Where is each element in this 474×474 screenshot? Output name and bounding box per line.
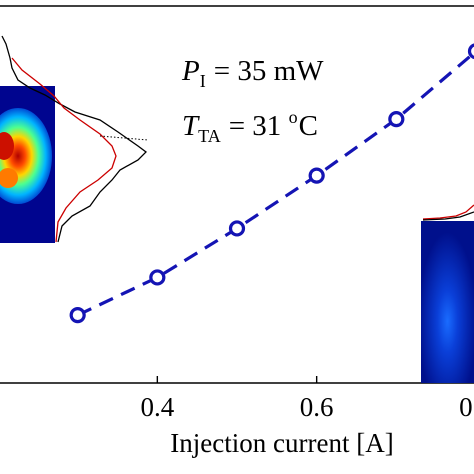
inset-profile-fit [11, 57, 117, 243]
temp-value-prefix: = 31 [229, 110, 289, 142]
inset-beam-profile-upper-left [0, 35, 149, 243]
power-value: = 35 mW [214, 55, 324, 87]
power-subscript: I [200, 71, 206, 91]
x-tick-label: 0.6 [300, 392, 334, 422]
data-point-marker [308, 167, 325, 184]
temp-subscript: TA [198, 126, 221, 146]
x-tick-label: 0.8 [459, 392, 474, 422]
inset-beam-profile-lower-right [421, 204, 474, 383]
annotation-temperature: TTA = 31 oC [182, 107, 318, 146]
data-point-marker [467, 43, 474, 60]
x-tick-label: 0.4 [140, 392, 174, 422]
inset-beam-hotspot [0, 168, 18, 188]
inset-profile-measured [422, 211, 474, 221]
temp-symbol: T [182, 110, 200, 142]
annotation-power: PI = 35 mW [181, 55, 324, 91]
x-tick-labels: 0.4 0.6 0.8 [140, 392, 474, 422]
data-point-marker [388, 110, 405, 128]
data-point-marker [228, 220, 246, 237]
inset-profile-dotted [99, 135, 149, 141]
data-point-marker [149, 269, 166, 286]
inset-profile-measured [1, 35, 147, 243]
inset-image-background [421, 221, 474, 383]
data-series [69, 43, 474, 324]
data-point-marker [69, 307, 86, 324]
inset-profile-fit [422, 204, 474, 220]
series-line [76, 50, 474, 317]
power-symbol: P [181, 55, 200, 87]
x-tick-marks [156, 376, 318, 383]
temp-unit: C [299, 110, 318, 142]
x-axis-label: Injection current [A] [170, 428, 393, 458]
temp-superscript: o [289, 107, 298, 127]
inset-beam-hotspot [0, 132, 14, 160]
